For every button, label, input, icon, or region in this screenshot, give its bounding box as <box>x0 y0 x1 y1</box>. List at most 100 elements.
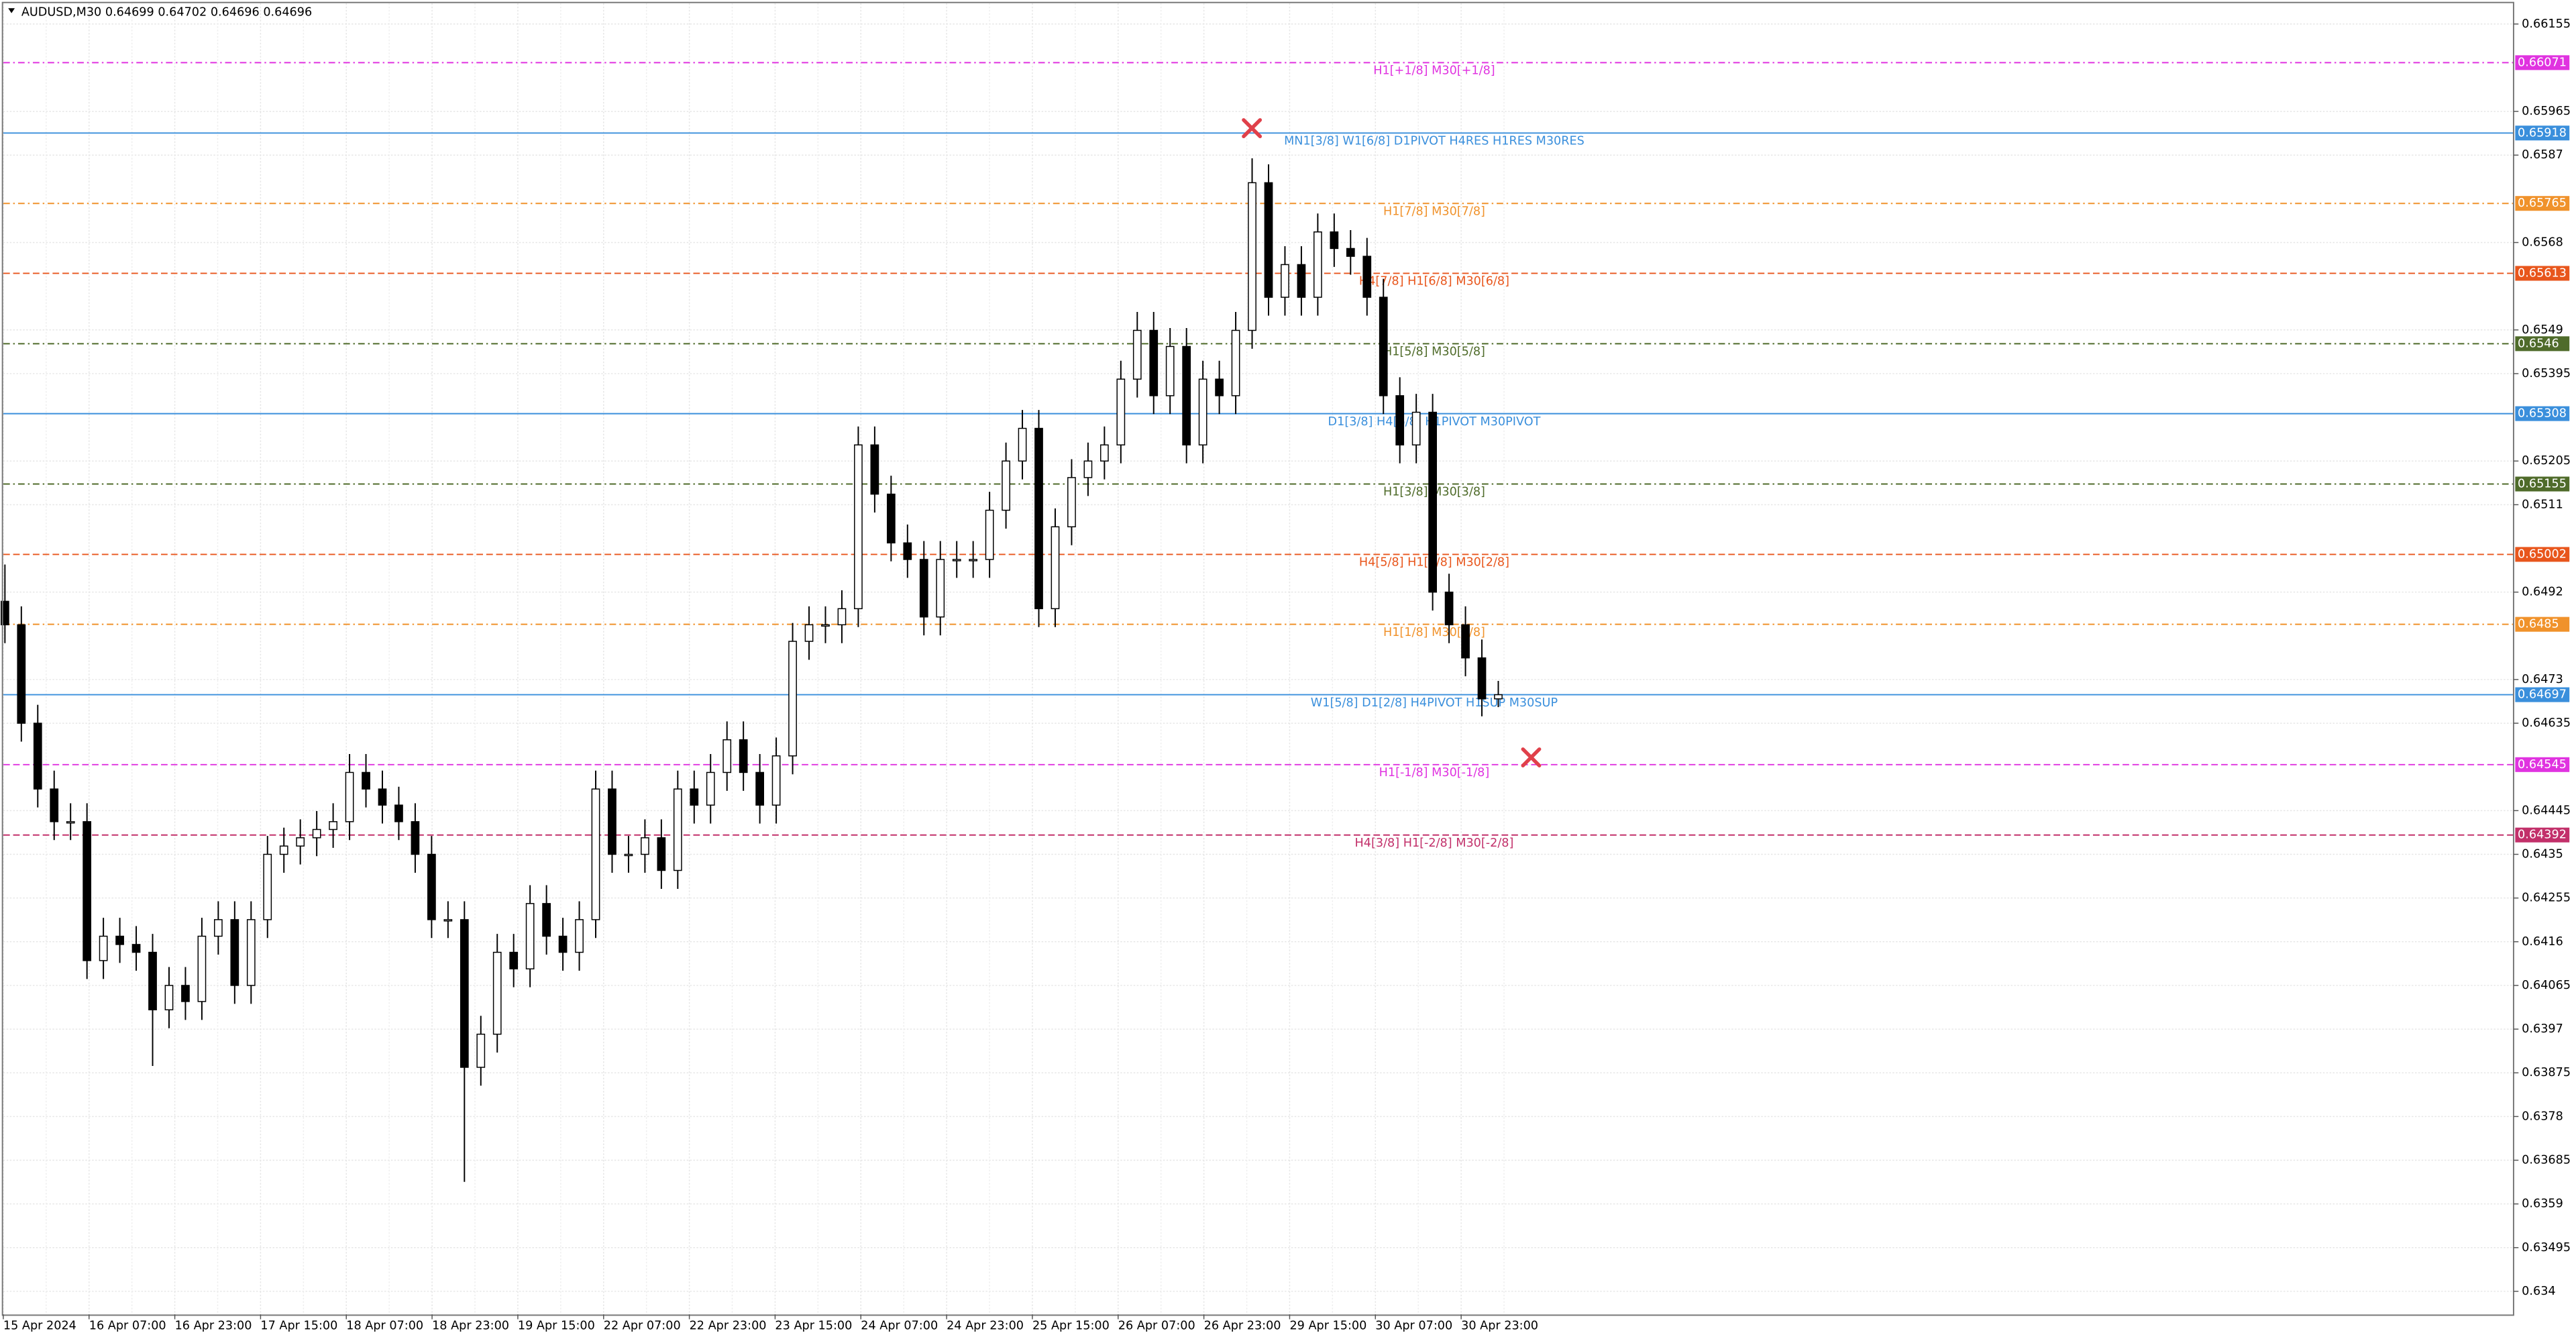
candle-body <box>1099 444 1109 462</box>
candle-body <box>1494 694 1503 700</box>
candle-body <box>903 542 912 560</box>
candle-body <box>575 919 584 953</box>
price-badge <box>2515 476 2570 492</box>
price-badge <box>2515 125 2570 141</box>
candle-body <box>230 919 239 986</box>
price-badge <box>2515 55 2570 70</box>
candle-body <box>1264 182 1273 298</box>
y-tick-label: 0.6549 <box>2522 323 2563 337</box>
candle-body <box>558 935 568 953</box>
x-tick-label: 19 Apr 15:00 <box>518 1319 595 1332</box>
price-badge-label: 0.65308 <box>2518 407 2567 421</box>
candle-body <box>837 608 847 626</box>
candle-body <box>66 821 75 824</box>
y-tick-label: 0.64065 <box>2522 979 2571 992</box>
candle-body <box>131 944 141 953</box>
x-tick-label: 26 Apr 23:00 <box>1204 1319 1281 1332</box>
candle-body <box>1313 231 1322 298</box>
level-label: H1[-1/8] M30[-1/8] <box>1379 766 1490 780</box>
candle-body <box>99 935 108 961</box>
marker-cross <box>1242 118 1263 138</box>
candle-body <box>509 951 519 969</box>
price-badge-label: 0.66071 <box>2518 56 2567 69</box>
candle-body <box>755 771 765 806</box>
x-tick-label: 30 Apr 07:00 <box>1375 1319 1452 1332</box>
candle-body <box>739 739 748 773</box>
candle-body <box>771 755 781 806</box>
menu-arrow[interactable] <box>8 8 15 13</box>
candle-body <box>1346 248 1355 257</box>
candle-body <box>969 559 978 561</box>
candle-body <box>492 951 502 1035</box>
candle-body <box>263 853 272 920</box>
level-label: H1[7/8] M30[7/8] <box>1383 205 1485 218</box>
candle-body <box>1330 231 1339 250</box>
y-tick-label: 0.65395 <box>2522 367 2571 380</box>
candle-body <box>690 788 699 806</box>
price-badge-label: 0.65613 <box>2518 266 2567 280</box>
candle-body <box>1018 427 1027 462</box>
price-badge <box>2515 687 2570 702</box>
x-tick-label: 30 Apr 23:00 <box>1461 1319 1538 1332</box>
candle-body <box>608 788 616 855</box>
price-badge-label: 0.65765 <box>2518 197 2567 210</box>
candle-body <box>722 739 732 773</box>
candle-body <box>591 788 600 920</box>
candle-body <box>329 821 337 831</box>
y-tick-label: 0.6416 <box>2522 935 2563 949</box>
candle-body <box>246 919 256 986</box>
candle-body <box>33 722 42 790</box>
candle-body <box>460 919 469 1068</box>
candle-body <box>804 624 814 642</box>
price-badge <box>2515 406 2570 421</box>
candle-body <box>411 821 420 855</box>
candle-body <box>1116 378 1126 445</box>
price-badge <box>2515 336 2570 352</box>
candle-body <box>296 837 305 847</box>
x-tick-label: 29 Apr 15:00 <box>1289 1319 1366 1332</box>
price-badge-label: 0.6546 <box>2518 337 2559 350</box>
axis: 0.66155 0.65965 0.6587 0.6568 0.6549 0.65395 0… <box>3 17 2571 1332</box>
level-label: H4[7/8] H1[6/8] M30[6/8] <box>1359 275 1509 288</box>
candle-body <box>1034 427 1043 610</box>
candle-body <box>1362 256 1372 298</box>
price-badge-label: 0.64392 <box>2518 828 2567 842</box>
candle-body <box>952 559 961 561</box>
level-label: H1[+1/8] M30[+1/8] <box>1373 64 1495 78</box>
candle-body <box>17 624 26 724</box>
x-tick-label: 18 Apr 07:00 <box>346 1319 423 1332</box>
candle-body <box>1051 526 1060 610</box>
candle-body <box>1165 345 1175 396</box>
candle-body <box>1248 182 1256 331</box>
level-label: H1[5/8] M30[5/8] <box>1383 345 1485 359</box>
candle-body <box>1182 345 1191 445</box>
candle-body <box>1132 329 1142 380</box>
y-tick-label: 0.65205 <box>2522 454 2571 468</box>
y-tick-label: 0.6397 <box>2522 1022 2563 1036</box>
candle-body <box>312 828 321 839</box>
candle-body <box>1231 329 1240 396</box>
candle-body <box>1461 624 1470 659</box>
y-tick-label: 0.66155 <box>2522 17 2571 31</box>
price-badge-label: 0.64697 <box>2518 688 2567 702</box>
price-badge <box>2515 547 2570 562</box>
candle-body <box>213 919 223 937</box>
candle-body <box>1379 297 1388 396</box>
candle-body <box>919 559 928 618</box>
candle-body <box>1428 411 1437 593</box>
candles <box>0 158 1503 1182</box>
price-badge-label: 0.65002 <box>2518 547 2567 561</box>
x-tick-label: 26 Apr 07:00 <box>1118 1319 1195 1332</box>
levels: H1[+1/8] M30[+1/8] MN1[3/8] W1[6/8] D1PIV… <box>3 62 2514 850</box>
price-badge <box>2515 617 2570 632</box>
x-tick-label: 22 Apr 07:00 <box>604 1319 681 1332</box>
candle-body <box>0 600 9 626</box>
x-tick-label: 18 Apr 23:00 <box>432 1319 509 1332</box>
price-badge <box>2515 757 2570 772</box>
candle-body <box>1281 264 1289 298</box>
candle-body <box>427 853 436 920</box>
y-tick-label: 0.634 <box>2522 1285 2555 1298</box>
candle-body <box>1149 329 1159 396</box>
